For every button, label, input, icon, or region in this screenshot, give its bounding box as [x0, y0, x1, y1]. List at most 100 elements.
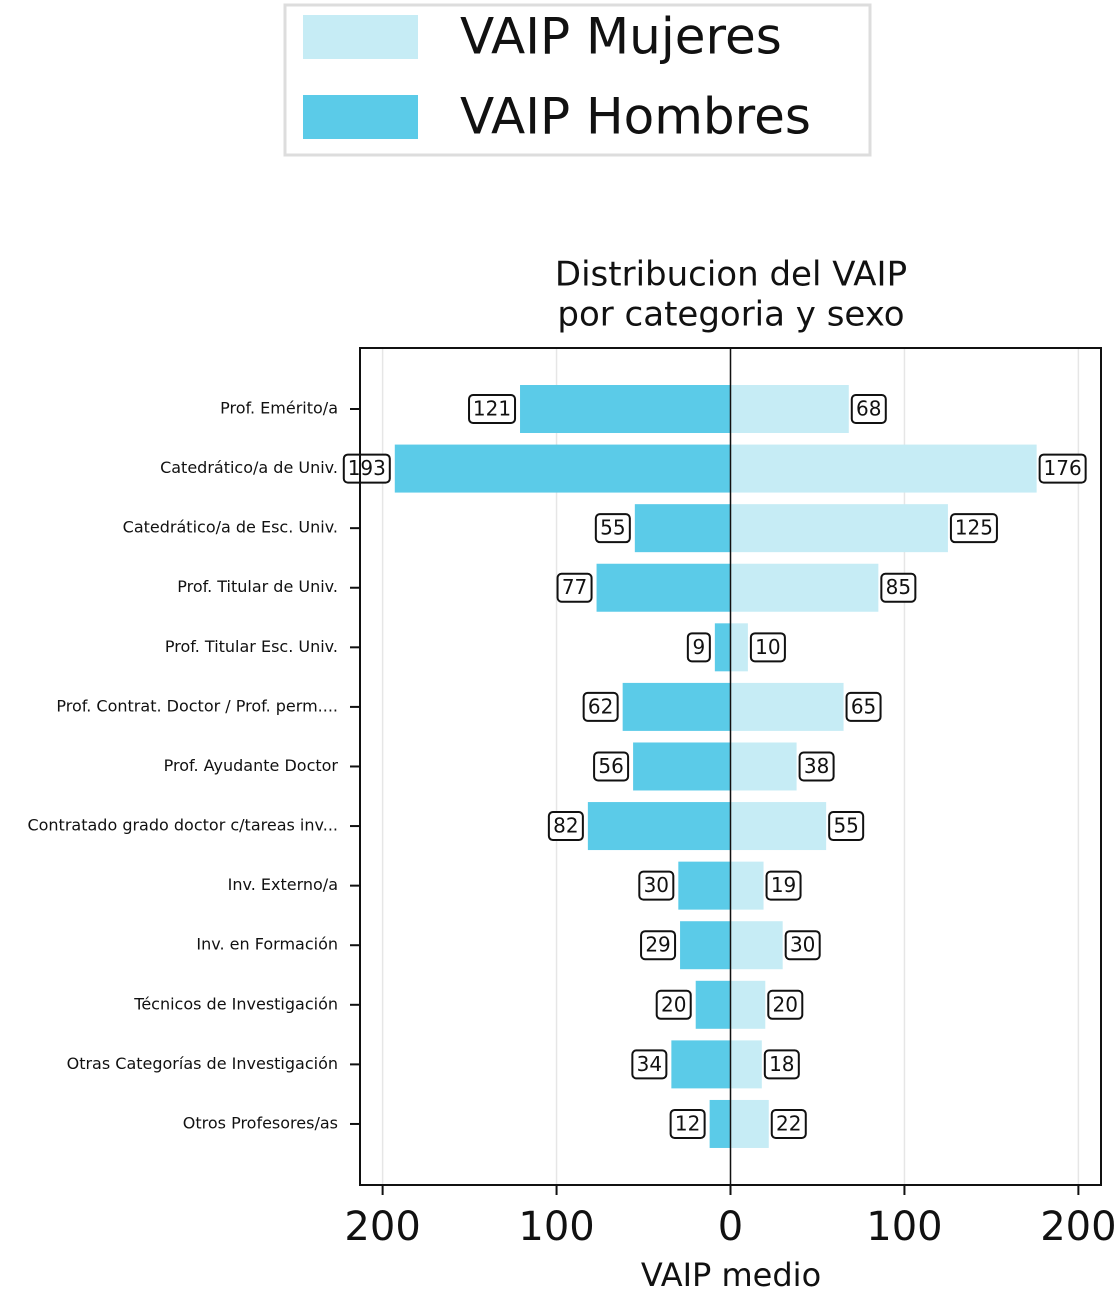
data-label: 121	[473, 397, 511, 421]
bar	[587, 802, 731, 851]
y-tick-label: Prof. Ayudante Doctor	[164, 756, 339, 775]
y-tick-label: Otras Categorías de Investigación	[67, 1054, 338, 1073]
data-label-box	[342, 453, 391, 484]
data-label: 68	[856, 397, 881, 421]
data-label-box	[655, 989, 692, 1020]
bar	[394, 444, 731, 493]
legend-swatch	[303, 95, 418, 139]
x-tick-label: 100	[866, 1204, 942, 1250]
chart-title: por categoria y sexo	[557, 295, 904, 335]
legend-swatch	[303, 15, 418, 59]
data-label: 38	[804, 754, 829, 778]
x-tick-label: 100	[518, 1204, 594, 1250]
data-label: 30	[790, 933, 815, 957]
data-label-box	[594, 513, 631, 544]
bar	[730, 1099, 769, 1148]
y-tick-label: Técnicos de Investigación	[133, 994, 338, 1013]
bar	[730, 623, 748, 672]
y-tick-label: Contratado grado doctor c/tareas inv...	[27, 816, 338, 835]
data-label: 62	[588, 694, 613, 718]
y-tick-label: Catedrático/a de Esc. Univ.	[123, 518, 338, 537]
data-label-box	[638, 870, 675, 901]
data-label: 18	[769, 1052, 794, 1076]
legend-label: VAIP Hombres	[460, 88, 811, 146]
bar	[730, 1040, 762, 1089]
data-label: 176	[1044, 456, 1082, 480]
data-label-box	[798, 751, 835, 782]
bar	[730, 504, 948, 553]
data-label: 55	[600, 516, 625, 540]
plot-frame	[359, 347, 1102, 1186]
data-label: 22	[776, 1111, 801, 1135]
bar	[730, 742, 797, 791]
x-tick-label: 200	[1040, 1204, 1116, 1250]
bar	[709, 1099, 731, 1148]
data-label: 82	[553, 814, 578, 838]
bar	[678, 861, 731, 910]
y-tick-label: Prof. Emérito/a	[220, 399, 338, 418]
data-label-box	[763, 1049, 800, 1080]
data-label: 12	[675, 1111, 700, 1135]
y-tick-label: Otros Profesores/as	[183, 1113, 338, 1132]
data-label-box	[686, 632, 711, 663]
data-label: 20	[773, 992, 798, 1016]
data-label: 34	[637, 1052, 662, 1076]
bar	[730, 444, 1037, 493]
bar	[671, 1040, 731, 1089]
bar	[730, 563, 879, 612]
data-label-box	[749, 632, 786, 663]
bar	[730, 980, 766, 1029]
data-label-box	[556, 572, 593, 603]
data-label-box	[582, 691, 619, 722]
y-tick-label: Prof. Titular de Univ.	[177, 577, 338, 596]
data-label-box	[828, 811, 865, 842]
data-label-box	[765, 870, 802, 901]
data-label: 19	[771, 873, 796, 897]
data-label-box	[770, 1108, 807, 1139]
bar	[633, 742, 731, 791]
bar	[596, 563, 731, 612]
bar	[730, 385, 849, 433]
data-label: 85	[886, 575, 911, 599]
data-label: 30	[644, 873, 669, 897]
y-tick-label: Inv. en Formación	[196, 935, 338, 954]
data-label-box	[845, 691, 882, 722]
x-axis-label: VAIP medio	[641, 1256, 821, 1292]
data-label-box	[593, 751, 630, 782]
y-tick-label: Prof. Titular Esc. Univ.	[165, 637, 338, 656]
bar	[730, 861, 764, 910]
x-tick-label: 0	[718, 1204, 743, 1250]
data-label: 77	[562, 575, 587, 599]
bar	[634, 504, 731, 553]
data-label-box	[631, 1049, 668, 1080]
data-label: 56	[598, 754, 623, 778]
bar	[622, 682, 731, 731]
y-tick-label: Catedrático/a de Univ.	[160, 458, 338, 477]
bar	[520, 385, 731, 433]
bar	[730, 682, 844, 731]
bar	[714, 623, 731, 672]
data-label-box	[468, 394, 517, 424]
bar	[695, 980, 731, 1029]
data-label: 125	[955, 516, 993, 540]
y-tick-label: Prof. Contrat. Doctor / Prof. perm....	[56, 696, 338, 715]
data-label: 55	[833, 814, 858, 838]
chart-title: Distribucion del VAIP	[555, 255, 907, 295]
data-label: 65	[851, 694, 876, 718]
data-label-box	[547, 811, 584, 842]
bar	[680, 921, 731, 970]
data-label: 20	[661, 992, 686, 1016]
data-label: 9	[692, 635, 705, 659]
data-label: 29	[645, 933, 670, 957]
data-label-box	[1038, 453, 1087, 484]
legend-label: VAIP Mujeres	[460, 8, 782, 66]
bar	[730, 921, 783, 970]
data-label-box	[850, 394, 887, 424]
data-label-box	[784, 930, 821, 961]
data-label-box	[949, 513, 998, 544]
data-label: 193	[348, 456, 386, 480]
data-label-box	[880, 572, 917, 603]
data-label-box	[767, 989, 804, 1020]
data-label-box	[640, 930, 677, 961]
